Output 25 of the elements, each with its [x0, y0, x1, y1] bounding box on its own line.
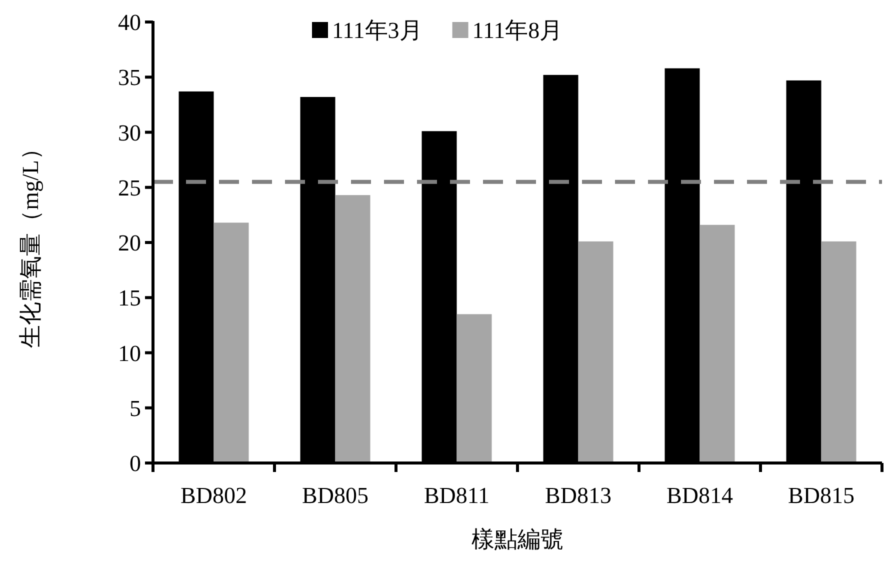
y-tick-label: 40	[118, 10, 141, 35]
y-tick-label: 25	[118, 175, 141, 200]
legend-label: 111年8月	[472, 18, 563, 43]
x-axis-title: 樣點編號	[472, 527, 564, 552]
y-tick-label: 5	[130, 396, 141, 421]
bar	[456, 314, 492, 463]
x-tick-label: BD815	[788, 483, 854, 508]
y-tick-label: 15	[118, 286, 141, 311]
bar	[214, 222, 249, 463]
y-tick-label: 35	[118, 65, 141, 90]
x-tick-label: BD805	[302, 483, 368, 508]
y-tick-label: 30	[118, 120, 141, 146]
x-tick-label: BD813	[545, 483, 612, 508]
y-tick-label: 0	[130, 451, 141, 476]
y-tick-label: 20	[118, 230, 141, 256]
legend-label: 111年3月	[332, 18, 422, 43]
x-tick-label: BD802	[180, 483, 247, 508]
x-tick-label: BD814	[666, 483, 734, 508]
bar	[821, 241, 856, 463]
bar	[700, 224, 735, 463]
y-axis-title: 生化需氧量（mg/L）	[18, 137, 43, 348]
x-tick-label: BD811	[424, 483, 490, 508]
bar	[335, 195, 370, 463]
y-tick-label: 10	[118, 340, 141, 366]
bar	[578, 241, 614, 463]
